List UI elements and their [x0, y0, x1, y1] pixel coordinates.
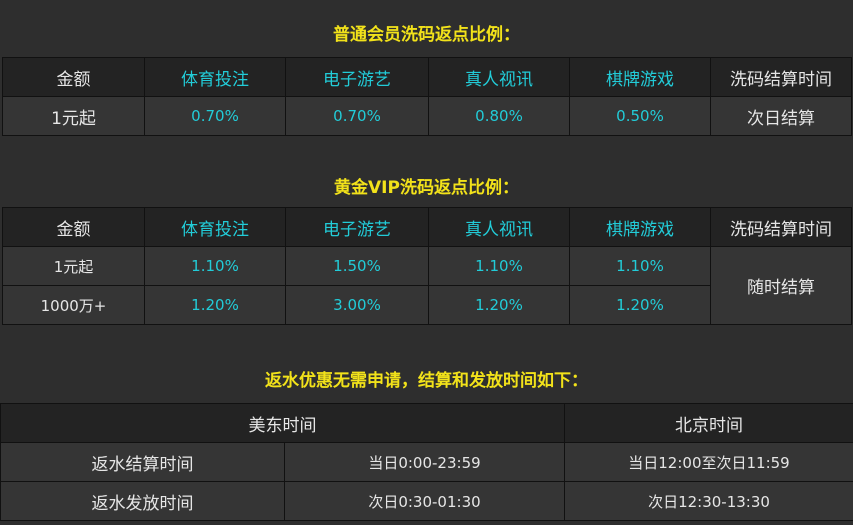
header-cell: 体育投注 — [144, 207, 286, 247]
normal-title: 普通会员洗码返点比例： — [333, 25, 520, 45]
header-cell: 电子游艺 — [285, 207, 429, 247]
table-row: 1000万+ 1.20% 3.00% 1.20% 1.20% — [2, 285, 852, 325]
settle-cell: 随时结算 — [710, 246, 852, 325]
cell: 次日0:30-01:30 — [284, 481, 565, 521]
header-row: 金额 体育投注 电子游艺 真人视讯 棋牌游戏 洗码结算时间 — [2, 207, 852, 247]
cell: 3.00% — [285, 285, 429, 325]
cell: 当日0:00-23:59 — [284, 442, 565, 482]
header-cell: 真人视讯 — [428, 207, 570, 247]
table-row: 返水结算时间 当日0:00-23:59 当日12:00至次日11:59 — [0, 442, 853, 482]
cell: 1.10% — [428, 246, 570, 286]
header-cell: 洗码结算时间 — [710, 207, 852, 247]
header-cell: 金额 — [2, 57, 145, 97]
header-cell: 棋牌游戏 — [569, 57, 711, 97]
cell: 1元起 — [2, 246, 145, 286]
cell: 1.10% — [569, 246, 711, 286]
header-cell: 真人视讯 — [428, 57, 570, 97]
table-row: 返水发放时间 次日0:30-01:30 次日12:30-13:30 — [0, 481, 853, 521]
cell: 1.20% — [569, 285, 711, 325]
table-row: 1元起 0.70% 0.70% 0.80% 0.50% 次日结算 — [2, 96, 852, 136]
vip-rebate-table: 金额 体育投注 电子游艺 真人视讯 棋牌游戏 洗码结算时间 1元起 1.10% … — [2, 207, 852, 325]
cell: 0.50% — [569, 96, 711, 136]
cell: 返水发放时间 — [0, 481, 285, 521]
cell: 次日12:30-13:30 — [564, 481, 853, 521]
header-cell: 美东时间 — [0, 403, 565, 443]
header-row: 美东时间 北京时间 — [0, 403, 853, 443]
cell: 1元起 — [2, 96, 145, 136]
cell: 次日结算 — [710, 96, 852, 136]
cell: 1.10% — [144, 246, 286, 286]
header-cell: 北京时间 — [564, 403, 853, 443]
cell: 0.70% — [144, 96, 286, 136]
rebate-title: 返水优惠无需申请，结算和发放时间如下： — [265, 371, 588, 391]
vip-title: 黄金VIP洗码返点比例： — [334, 178, 519, 198]
table-row: 1元起 1.10% 1.50% 1.10% 1.10% 随时结算 — [2, 246, 852, 325]
header-cell: 体育投注 — [144, 57, 286, 97]
header-cell: 金额 — [2, 207, 145, 247]
cell: 0.80% — [428, 96, 570, 136]
cell: 返水结算时间 — [0, 442, 285, 482]
cell: 1.20% — [428, 285, 570, 325]
header-cell: 洗码结算时间 — [710, 57, 852, 97]
rebate-time-table: 美东时间 北京时间 返水结算时间 当日0:00-23:59 当日12:00至次日… — [0, 403, 853, 521]
cell: 0.70% — [285, 96, 429, 136]
cell: 1000万+ — [2, 285, 145, 325]
normal-rebate-table: 金额 体育投注 电子游艺 真人视讯 棋牌游戏 洗码结算时间 1元起 0.70% … — [2, 57, 852, 136]
header-row: 金额 体育投注 电子游艺 真人视讯 棋牌游戏 洗码结算时间 — [2, 57, 852, 97]
cell: 1.50% — [285, 246, 429, 286]
header-cell: 电子游艺 — [285, 57, 429, 97]
cell: 当日12:00至次日11:59 — [564, 442, 853, 482]
cell: 1.20% — [144, 285, 286, 325]
header-cell: 棋牌游戏 — [569, 207, 711, 247]
